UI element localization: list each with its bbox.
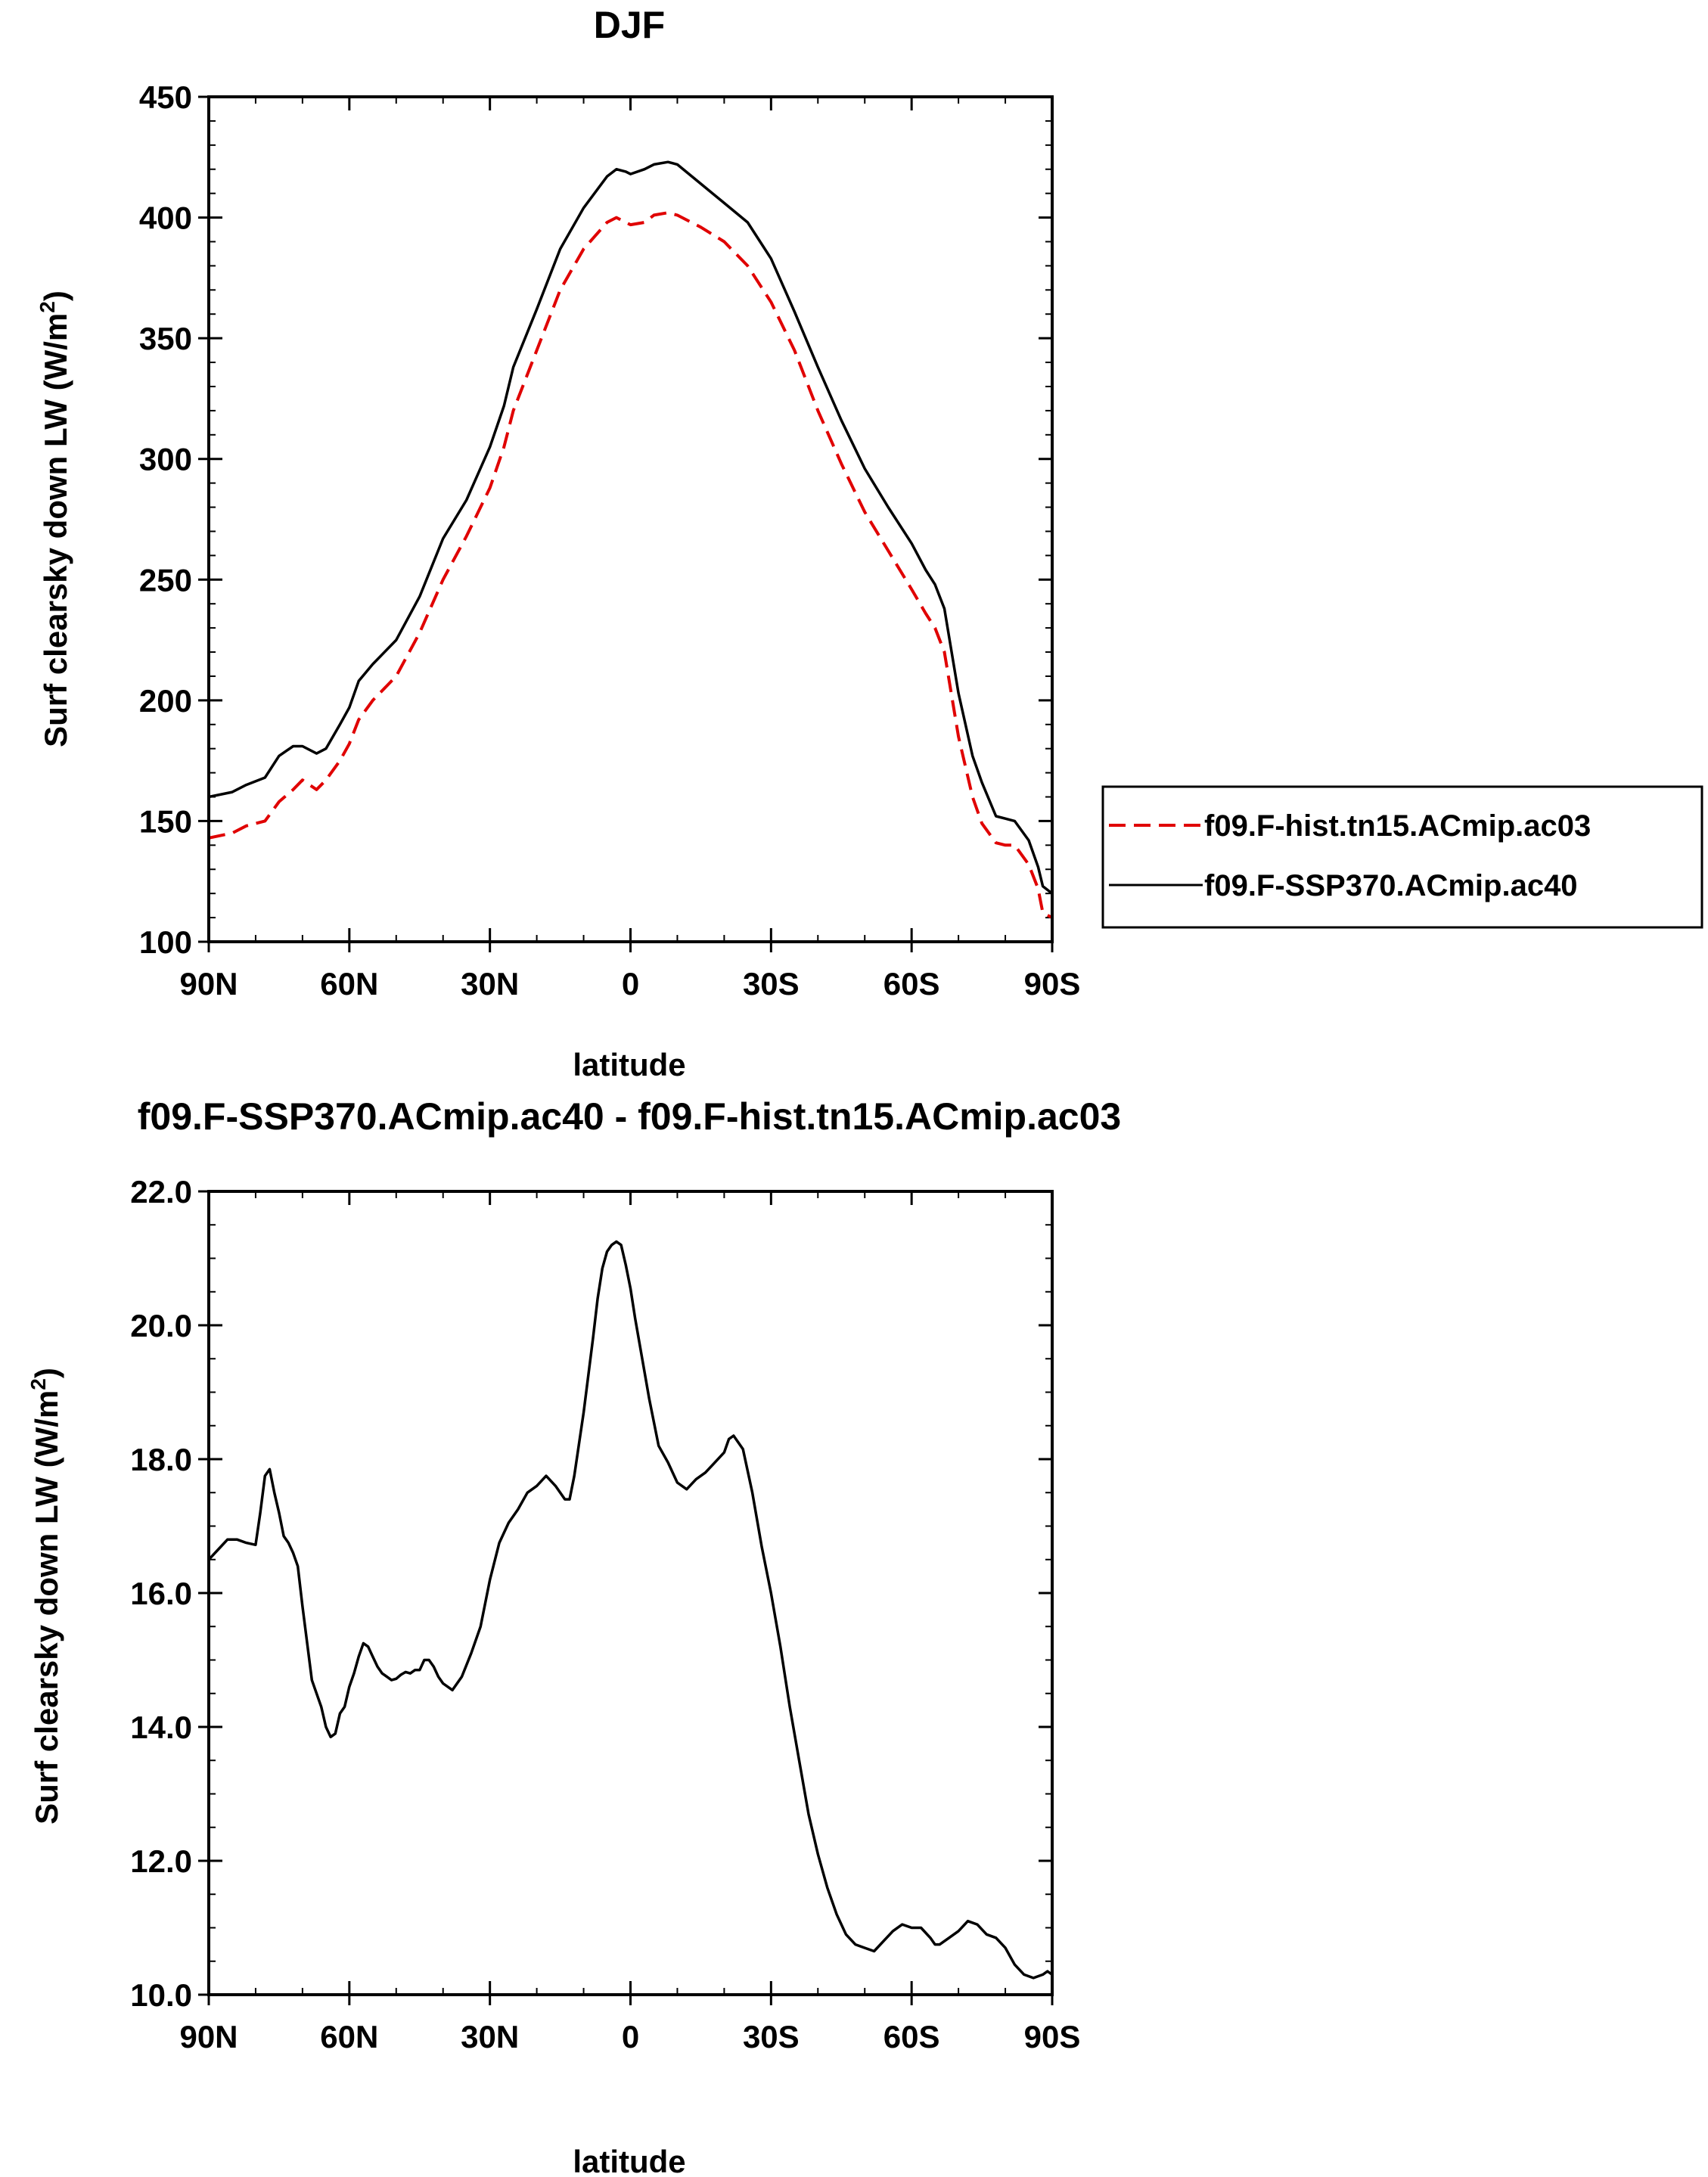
top-plot-frame — [207, 95, 1054, 943]
bottom-y-tick-label: 12.0 — [130, 1843, 192, 1879]
legend-label-ssp370: f09.F-SSP370.ACmip.ac40 — [1204, 869, 1578, 902]
bottom-y-tick-label: 14.0 — [130, 1710, 192, 1745]
top-y-tick-label: 250 — [139, 562, 192, 598]
bottom-y-tick-label: 20.0 — [130, 1308, 192, 1343]
bottom-y-axis-label-main: Surf clearsky down LW (W/m — [29, 1390, 64, 1825]
bottom-x-tick-label: 30S — [743, 2019, 800, 2054]
bottom-x-tick-label: 60S — [884, 2019, 940, 2054]
bottom-x-tick-label: 0 — [622, 2019, 639, 2054]
top-y-axis-label-close: ) — [38, 290, 73, 301]
bottom-x-tick-label: 60N — [320, 2019, 378, 2054]
bottom-y-tick-label: 10.0 — [130, 1977, 192, 2013]
bottom-plot-frame — [207, 1190, 1054, 1996]
bottom-y-axis-label-close: ) — [29, 1368, 64, 1378]
bottom-x-tick-label: 90S — [1024, 2019, 1081, 2054]
top-y-tick-label: 200 — [139, 683, 192, 719]
bottom-x-axis-label: latitude — [573, 2144, 685, 2177]
top-y-axis-label-sup: 2 — [36, 301, 59, 313]
legend: f09.F-hist.tn15.ACmip.ac03 f09.F-SSP370.… — [1101, 785, 1703, 929]
top-y-tick-label: 350 — [139, 321, 192, 356]
bottom-y-tick-label: 16.0 — [130, 1576, 192, 1611]
top-x-tick-label: 90S — [1024, 966, 1081, 1002]
top-y-tick-label: 450 — [139, 79, 192, 115]
bottom-y-tick-label: 18.0 — [130, 1442, 192, 1477]
bottom-series-line-0 — [207, 1240, 1054, 1980]
legend-label-hist: f09.F-hist.tn15.ACmip.ac03 — [1204, 809, 1591, 843]
top-x-tick-label: 60S — [884, 966, 940, 1002]
top-y-tick-label: 400 — [139, 200, 192, 236]
top-axes: 100 150 200 250 300 350 400 450 90N 60N 30N 0 30S 60S… — [139, 79, 1080, 1002]
top-y-axis-label-main: Surf clearsky down LW (W/m — [38, 313, 73, 747]
top-x-tick-label: 60N — [320, 966, 378, 1002]
bottom-axes: 10.0 12.0 14.0 16.0 18.0 20.0 22.0 90N 60N 30N 0 30… — [130, 1174, 1080, 2054]
top-x-tick-label: 90N — [179, 966, 238, 1002]
top-y-tick-label: 100 — [139, 924, 192, 960]
top-panel: DJF 100 150 200 250 300 350 400 450 90N 60N 30N 0 30… — [36, 4, 1080, 1082]
bottom-y-tick-label: 22.0 — [130, 1174, 192, 1210]
bottom-series-group — [207, 1240, 1054, 1980]
bottom-y-axis-label-sup: 2 — [26, 1378, 50, 1390]
top-x-tick-label: 30S — [743, 966, 800, 1002]
top-series-group — [208, 160, 1054, 919]
top-x-axis-label: latitude — [573, 1047, 685, 1082]
bottom-chart-title: f09.F-SSP370.ACmip.ac40 - f09.F-hist.tn1… — [138, 1095, 1121, 1138]
top-x-tick-label: 0 — [622, 966, 639, 1002]
bottom-panel: f09.F-SSP370.ACmip.ac40 - f09.F-hist.tn1… — [26, 1095, 1121, 2177]
top-y-tick-label: 300 — [139, 442, 192, 477]
bottom-y-axis-label: Surf clearsky down LW (W/m2) — [26, 1368, 64, 1825]
top-chart-title: DJF — [594, 4, 665, 46]
legend-box — [1101, 785, 1703, 929]
top-y-axis-label: Surf clearsky down LW (W/m2) — [36, 290, 73, 747]
top-x-tick-label: 30N — [461, 966, 519, 1002]
top-series-line-0 — [208, 211, 1053, 919]
top-y-tick-label: 150 — [139, 803, 192, 839]
top-series-line-1 — [208, 160, 1054, 895]
bottom-x-tick-label: 90N — [179, 2019, 238, 2054]
bottom-x-tick-label: 30N — [461, 2019, 519, 2054]
